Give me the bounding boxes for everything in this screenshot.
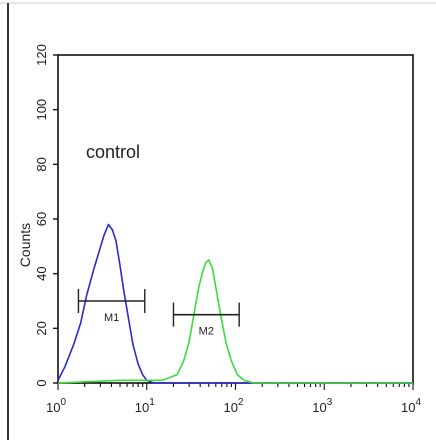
y-tick-label: 40 [34, 266, 49, 280]
y-tick-label: 20 [34, 321, 49, 335]
plot-area [57, 54, 414, 384]
x-tick-label: 104 [401, 397, 421, 415]
x-tick-label: 103 [312, 397, 332, 415]
x-tick-label: 102 [223, 397, 243, 415]
gate-marker-m2: M2 [172, 302, 240, 338]
sample-histogram-line [57, 259, 413, 384]
y-tick-label: 100 [34, 99, 49, 121]
gate-label: M1 [104, 312, 119, 324]
y-tick-label: 120 [34, 44, 49, 66]
gate-marker-m1: M1 [77, 289, 146, 324]
gate-label: M2 [199, 326, 214, 338]
control-histogram-line [57, 223, 413, 384]
control-annotation: control [86, 142, 140, 162]
y-tick-label: 60 [34, 212, 49, 226]
x-tick-label: 101 [135, 397, 155, 415]
y-axis-label: Counts [17, 223, 33, 267]
x-tick-label: 100 [46, 397, 66, 415]
y-tick-label: 0 [34, 379, 49, 386]
y-tick-label: 80 [34, 157, 49, 171]
